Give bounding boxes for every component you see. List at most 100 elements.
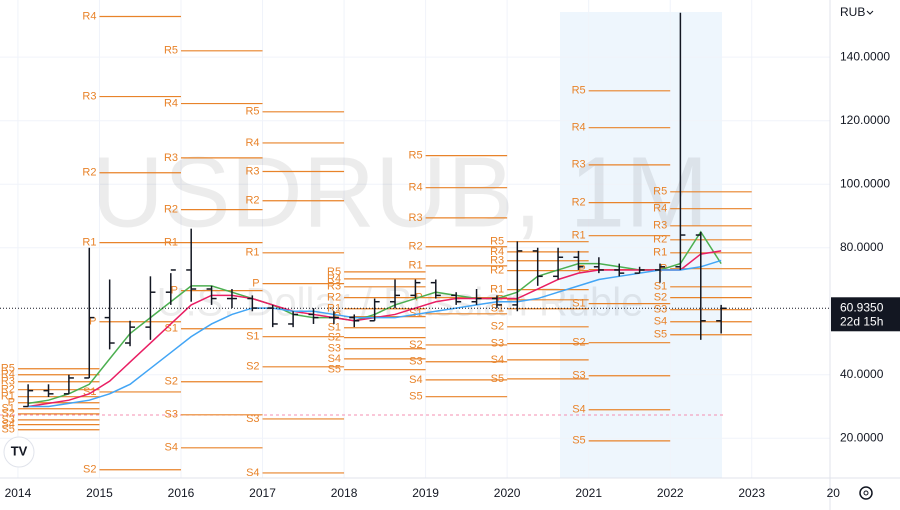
highlight-range bbox=[560, 12, 722, 478]
pivot-label: S3 bbox=[491, 338, 504, 350]
y-tick-label: 20.0000 bbox=[840, 430, 884, 444]
pivot-label: S2 bbox=[491, 321, 504, 333]
pivot-label: R4 bbox=[164, 97, 178, 109]
pivot-label: R2 bbox=[653, 234, 667, 246]
currency-selector[interactable]: RUB bbox=[840, 5, 865, 19]
pivot-label: R2 bbox=[327, 292, 341, 304]
chevron-icon bbox=[866, 10, 874, 15]
pivot-label: S4 bbox=[654, 316, 667, 328]
pivot-label: P bbox=[497, 294, 504, 306]
pivot-label: R5 bbox=[327, 266, 341, 278]
pivot-label: R1 bbox=[245, 247, 259, 259]
watermark-symbol: USDRUB, 1M bbox=[92, 136, 709, 248]
x-tick-label: 2023 bbox=[738, 486, 765, 500]
pivot-label: S4 bbox=[409, 374, 422, 386]
pivot-label: S4 bbox=[491, 354, 504, 366]
x-tick-label: 2020 bbox=[494, 486, 521, 500]
x-tick-label: 2015 bbox=[86, 486, 113, 500]
pivot-label: R5 bbox=[409, 150, 423, 162]
pivot-label: S1 bbox=[654, 281, 667, 293]
pivot-label: R1 bbox=[82, 237, 96, 249]
pivot-label: S1 bbox=[83, 386, 96, 398]
pivot-label: R5 bbox=[572, 85, 586, 97]
pivot-label: S5 bbox=[1, 424, 14, 436]
pivot-label: R2 bbox=[1, 384, 15, 396]
pivot-label: R3 bbox=[653, 220, 667, 232]
pivot-label: P bbox=[89, 316, 96, 328]
pivot-label: S4 bbox=[246, 467, 259, 479]
pivot-label: S2 bbox=[165, 376, 178, 388]
last-price-label: 60.9350 bbox=[840, 300, 884, 314]
pivot-label: R4 bbox=[490, 246, 504, 258]
x-tick-label: 2021 bbox=[575, 486, 602, 500]
pivot-label: R2 bbox=[82, 167, 96, 179]
pivot-label: S3 bbox=[246, 413, 259, 425]
pivot-label: R3 bbox=[1, 376, 15, 388]
pivot-label: R1 bbox=[164, 237, 178, 249]
pivot-label: R5 bbox=[1, 363, 15, 375]
pivot-label: S2 bbox=[328, 332, 341, 344]
x-tick-label: 2018 bbox=[331, 486, 358, 500]
pivot-label: P bbox=[578, 264, 585, 276]
pivot-label: S3 bbox=[328, 343, 341, 355]
pivot-label: P bbox=[252, 278, 259, 290]
pivot-label: S2 bbox=[409, 339, 422, 351]
pivot-label: R2 bbox=[409, 241, 423, 253]
pivot-label: R1 bbox=[572, 230, 586, 242]
pivot-label: R3 bbox=[572, 159, 586, 171]
y-tick-label: 80.0000 bbox=[840, 240, 884, 254]
y-tick-label: 40.0000 bbox=[840, 367, 884, 381]
pivot-label: S4 bbox=[1, 419, 14, 431]
pivot-label: S1 bbox=[328, 322, 341, 334]
last-price-badge bbox=[831, 297, 900, 332]
pivot-label: S3 bbox=[1, 414, 14, 426]
pivot-label: S1 bbox=[246, 331, 259, 343]
pivot-label: S1 bbox=[572, 298, 585, 310]
pivot-label: S4 bbox=[572, 404, 585, 416]
pivot-label: R4 bbox=[82, 10, 96, 22]
pivot-label: S4 bbox=[328, 353, 341, 365]
pivot-label: P bbox=[171, 285, 178, 297]
pivot-label: S3 bbox=[572, 370, 585, 382]
x-tick-label: 2019 bbox=[412, 486, 439, 500]
pivot-label: R3 bbox=[490, 255, 504, 267]
pivot-label: R3 bbox=[245, 165, 259, 177]
pivot-label: R1 bbox=[653, 247, 667, 259]
pivot-label: S2 bbox=[83, 464, 96, 476]
pivot-label: R5 bbox=[245, 106, 259, 118]
x-tick-label: 2016 bbox=[168, 486, 195, 500]
pivot-label: R4 bbox=[245, 137, 259, 149]
pivot-label: R1 bbox=[327, 303, 341, 315]
pivot-label: R3 bbox=[164, 152, 178, 164]
pivot-label: S2 bbox=[246, 361, 259, 373]
pivot-label: R2 bbox=[572, 197, 586, 209]
pivot-label: S2 bbox=[572, 337, 585, 349]
pivot-label: S3 bbox=[409, 356, 422, 368]
logo: TV bbox=[3, 436, 35, 468]
pivot-label: R4 bbox=[572, 122, 586, 134]
y-tick-label: 120.0000 bbox=[840, 113, 890, 127]
pivot-label: R4 bbox=[327, 273, 341, 285]
pivot-label: S5 bbox=[491, 373, 504, 385]
pivot-label: R3 bbox=[82, 90, 96, 102]
settings-icon[interactable] bbox=[859, 486, 873, 500]
pivot-label: P bbox=[8, 397, 15, 409]
pivot-label: S3 bbox=[165, 409, 178, 421]
pivot-label: S4 bbox=[165, 442, 178, 454]
pivot-label: S5 bbox=[654, 329, 667, 341]
pivot-label: R3 bbox=[409, 212, 423, 224]
pivot-label: S5 bbox=[572, 435, 585, 447]
pivot-label: R5 bbox=[653, 186, 667, 198]
countdown-label: 22d 15h bbox=[840, 314, 883, 328]
pivot-label: S2 bbox=[1, 408, 14, 420]
pivot-label: R2 bbox=[245, 195, 259, 207]
pivot-label: S1 bbox=[165, 323, 178, 335]
pivot-label: S5 bbox=[328, 364, 341, 376]
pivot-label: R1 bbox=[409, 260, 423, 272]
pivot-label: S5 bbox=[409, 391, 422, 403]
x-tick-label: 20 bbox=[827, 486, 841, 500]
pivot-label: S2 bbox=[654, 292, 667, 304]
x-tick-label: 2022 bbox=[657, 486, 684, 500]
x-tick-label: 2014 bbox=[5, 486, 32, 500]
y-tick-label: 140.0000 bbox=[840, 49, 890, 63]
